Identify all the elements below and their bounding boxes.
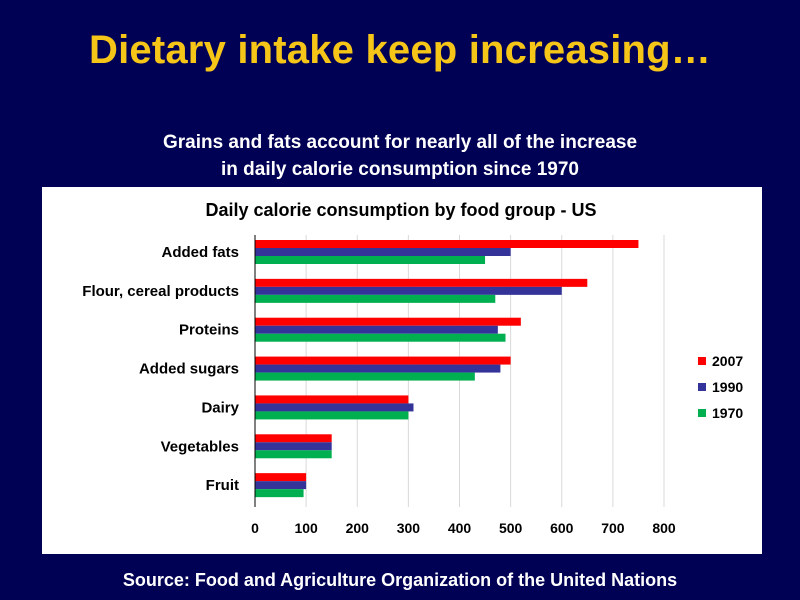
slide-title: Dietary intake keep increasing… xyxy=(88,28,712,72)
x-tick-label: 600 xyxy=(550,520,574,536)
legend-swatch-1990 xyxy=(698,383,706,391)
bar-1970 xyxy=(255,372,475,381)
category-label: Vegetables xyxy=(161,438,239,455)
source-note: Source: Food and Agriculture Organizatio… xyxy=(122,570,678,590)
x-tick-label: 700 xyxy=(601,520,625,536)
bar-chart: Daily calorie consumption by food group … xyxy=(82,200,743,536)
x-tick-label: 400 xyxy=(448,520,472,536)
bar-1990 xyxy=(255,248,511,256)
category-label: Added sugars xyxy=(139,361,239,378)
legend: 2007 1990 1970 xyxy=(698,353,743,421)
bar-2007 xyxy=(255,240,639,248)
bar-1970 xyxy=(255,333,506,342)
x-tick-label: 0 xyxy=(251,520,259,536)
category-label: Proteins xyxy=(179,322,239,339)
legend-swatch-1970 xyxy=(698,409,706,417)
bar-1970 xyxy=(255,450,332,459)
bar-1990 xyxy=(255,442,332,451)
bar-1990 xyxy=(255,325,498,334)
category-label: Flour, cereal products xyxy=(82,283,239,300)
legend-swatch-2007 xyxy=(698,357,706,365)
bar-1990 xyxy=(255,481,307,490)
subtitle-line-2: in daily calorie consumption since 1970 xyxy=(221,159,579,180)
bar-1990 xyxy=(255,286,562,295)
subtitle-line-1: Grains and fats account for nearly all o… xyxy=(162,132,638,153)
x-tick-label: 200 xyxy=(346,520,370,536)
bar-2007 xyxy=(255,317,521,326)
legend-label-1990: 1990 xyxy=(712,379,743,395)
bar-2007 xyxy=(255,395,409,404)
bar-2007 xyxy=(255,356,511,365)
bar-1990 xyxy=(255,364,501,373)
chart-title: Daily calorie consumption by food group … xyxy=(205,200,596,220)
x-tick-label: 800 xyxy=(652,520,676,536)
x-tick-label: 100 xyxy=(294,520,318,536)
bar-1970 xyxy=(255,411,409,420)
slide-subtitle: Grains and fats account for nearly all o… xyxy=(0,129,800,183)
bar-1970 xyxy=(255,256,486,264)
chart-panel: Daily calorie consumption by food group … xyxy=(42,187,762,554)
bar-1970 xyxy=(255,294,496,303)
bars xyxy=(255,240,639,498)
category-label: Fruit xyxy=(206,477,239,494)
bar-1990 xyxy=(255,403,414,412)
x-tick-label: 500 xyxy=(499,520,523,536)
x-tick-label: 300 xyxy=(397,520,421,536)
legend-label-1970: 1970 xyxy=(712,405,743,421)
bar-2007 xyxy=(255,434,332,443)
bar-2007 xyxy=(255,473,307,482)
category-label: Added fats xyxy=(161,244,239,261)
category-label: Dairy xyxy=(201,399,239,416)
bar-1970 xyxy=(255,489,304,498)
axes: 0 100 200 300 400 500 600 700 800 Added fats Flour… xyxy=(82,235,676,536)
legend-label-2007: 2007 xyxy=(712,353,743,369)
bar-2007 xyxy=(255,278,588,287)
